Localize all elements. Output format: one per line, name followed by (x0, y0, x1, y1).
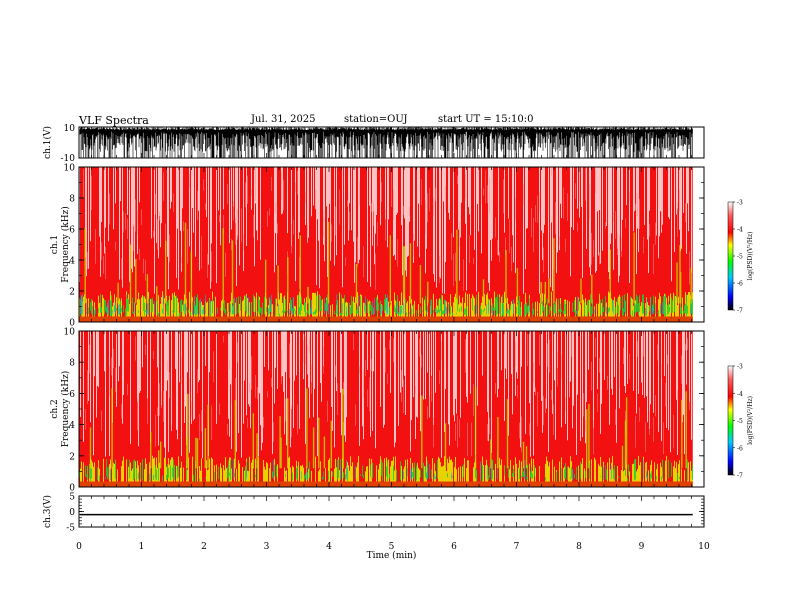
x-tick-label: 7 (514, 542, 520, 552)
ch2-spectrogram-y-tick-label: 0 (69, 484, 75, 494)
ch1-spectrogram-colorbar-tick-label: -3 (737, 200, 743, 207)
ch1-ytick-label: 10 (64, 124, 76, 134)
x-tick-label: 3 (264, 542, 270, 552)
ch1-spectrogram-colorbar-tick-label: -4 (737, 227, 743, 234)
ch2-spectrogram-cyan-band (105, 459, 648, 480)
x-tick-label: 9 (639, 542, 645, 552)
ch1-spectrogram-y-tick-label: 8 (69, 195, 75, 205)
ch2-spectrogram-y-tick-label: 6 (69, 390, 75, 400)
ch1-spectrogram-bursts (84, 221, 692, 304)
ch2-spectrogram-white-streaks (80, 331, 692, 459)
ch1-spectrogram-ylabel-channel: ch.1 (50, 235, 60, 254)
x-tick-label: 2 (201, 542, 207, 552)
ch2-spectrogram-y-tick-label: 4 (69, 421, 75, 431)
station-label: station=OUJ (344, 114, 408, 125)
x-tick-label: 8 (576, 542, 582, 552)
ch1-spectrogram-y-tick-label: 4 (69, 257, 75, 267)
ch1-spectrogram-ylabel-frequency: Frequency (kHz) (60, 206, 71, 283)
ch3-y-tick-label: 0 (69, 508, 75, 518)
ch2-spectrogram-colorbar-tick-label: -3 (737, 364, 743, 371)
ch1-spectrogram-colorbar-tick-label: -6 (737, 281, 743, 288)
chart-title: VLF Spectra (79, 114, 149, 127)
ch3-y-tick-label: -5 (66, 524, 75, 534)
ch1-spectrogram-image (79, 167, 693, 322)
ch1-spectrogram-pink-speckle (83, 167, 690, 291)
ch2-spectrogram-ylabel-channel: ch.2 (50, 399, 60, 418)
x-axis-label: Time (min) (367, 550, 417, 561)
ch1-spectrogram-y-tick-label: 2 (69, 288, 75, 298)
x-tick-label: 4 (326, 542, 332, 552)
ch1-spectrogram-colorbar-tick-label: -7 (737, 308, 743, 315)
ch2-spectrogram-bursts (89, 386, 687, 469)
ch2-spectrogram-y-tick-label: 8 (69, 359, 75, 369)
start-time-label: start UT = 15:10:0 (438, 114, 534, 125)
ch2-spectrogram-ylabel-frequency: Frequency (kHz) (60, 371, 71, 448)
ch1-ytick-label: -10 (61, 154, 76, 164)
x-tick-label: 0 (76, 542, 82, 552)
ch1-spectrogram-y-tick-label: 6 (69, 226, 75, 236)
x-tick-label: 10 (698, 542, 710, 552)
ch2-spectrogram-colorbar (727, 365, 734, 476)
ch3-waveform-ylabel: ch.3(V) (42, 495, 53, 528)
ch2-spectrogram-colorbar-tick-label: -4 (737, 391, 743, 398)
ch2-spectrogram-colorbar-label: log(PSD)(V²/Hz) (747, 396, 754, 445)
ch1-spectrogram-colorbar-label: log(PSD)(V²/Hz) (747, 232, 754, 281)
date-label: Jul. 31, 2025 (251, 114, 316, 125)
ch1-spectrogram-y-tick-label: 10 (64, 164, 76, 174)
x-tick-label: 6 (451, 542, 457, 552)
ch3-y-tick-label: 5 (69, 493, 75, 503)
ch1-spectrogram-y-tick-label: 0 (69, 319, 75, 329)
ch2-spectrogram-colorbar-tick-label: -7 (737, 473, 743, 480)
ch2-spectrogram-pink-speckle (85, 332, 690, 457)
ch2-spectrogram-bottom-band (79, 481, 693, 487)
x-tick-label: 1 (139, 542, 145, 552)
ch2-spectrogram-y-tick-label: 10 (64, 328, 76, 338)
ch1-waveform-ylabel: ch.1(V) (42, 126, 53, 159)
ch1-spectrogram-colorbar-tick-label: -5 (737, 254, 743, 261)
ch2-spectrogram-image (79, 331, 693, 487)
x-tick-label: 5 (389, 542, 395, 552)
ch2-spectrogram-colorbar-tick-label: -5 (737, 418, 743, 425)
ch1-spectrogram-colorbar (727, 201, 734, 311)
ch2-spectrogram-colorbar-tick-label: -6 (737, 445, 743, 452)
ch1-waveform-trace (79, 127, 693, 158)
ch1-spectrogram-bottom-band (79, 316, 693, 322)
ch2-spectrogram-y-tick-label: 2 (69, 452, 75, 462)
